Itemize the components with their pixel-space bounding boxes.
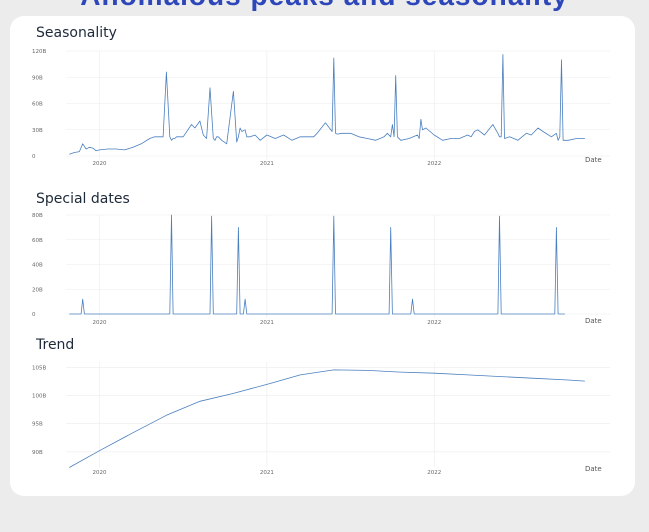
trend-y-tick-label: 90B [32,450,43,456]
seasonality-y-tick-label: 0 [32,154,36,160]
seasonality-y-tick-label: 60B [32,102,43,108]
special-dates-series-line [69,214,565,315]
special-dates-y-tick-label: 60B [32,238,43,244]
seasonality-x-axis-label: Date [585,156,602,164]
special-dates-title: Special dates [36,191,130,207]
trend-x-tick-label: 2020 [92,470,106,476]
header-title: Anomalous peaks and seasonality [0,0,649,12]
header-title-peek: Anomalous peaks and seasonality [0,0,649,14]
special-dates-y-tick-label: 0 [32,312,36,318]
special-dates-x-axis-label: Date [585,317,602,325]
trend-y-tick-label: 105B [32,366,46,372]
seasonality-x-tick-label: 2020 [92,161,106,167]
seasonality-y-tick-label: 120B [32,49,46,55]
trend-x-axis-label: Date [585,465,602,473]
seasonality-chart: 0 30B 60B 90B 120B 2020 2021 2022 Date [32,49,610,167]
seasonality-y-tick-label: 90B [32,75,43,81]
trend-series-line [69,369,585,468]
special-dates-y-tick-label: 20B [32,287,43,293]
special-dates-x-tick-label: 2020 [92,320,106,326]
trend-x-tick-label: 2021 [260,470,274,476]
special-dates-x-tick-label: 2022 [427,320,441,326]
special-dates-x-tick-label: 2021 [260,320,274,326]
trend-chart: 90B 95B 100B 105B 2020 2021 2022 Date [32,362,610,476]
seasonality-y-tick-label: 30B [32,128,43,134]
trend-title: Trend [36,337,75,353]
trend-x-tick-label: 2022 [427,470,441,476]
special-dates-chart: 0 20B 40B 60B 80B 2020 2021 2022 Date [32,213,610,326]
special-dates-y-tick-label: 40B [32,263,43,269]
dashboard-card: Seasonality 0 30B 60B 90B 120B 2020 2021 2022 Da… [10,16,635,496]
seasonality-series-line [69,54,585,155]
trend-y-tick-label: 95B [32,422,43,428]
trend-y-tick-label: 100B [32,394,46,400]
seasonality-title: Seasonality [36,25,117,41]
special-dates-y-tick-label: 80B [32,213,43,219]
seasonality-x-tick-label: 2022 [427,161,441,167]
seasonality-x-tick-label: 2021 [260,161,274,167]
